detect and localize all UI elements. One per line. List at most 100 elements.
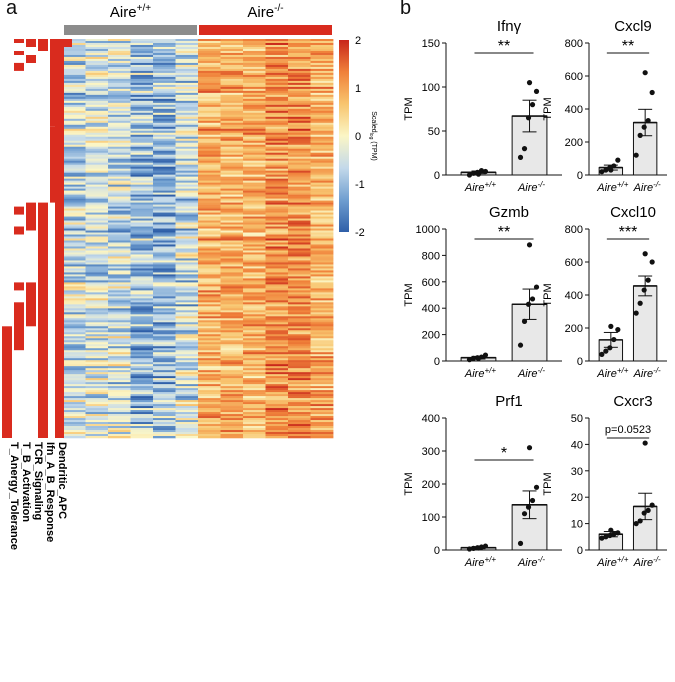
- heatmap-cell: [198, 254, 221, 257]
- heatmap-cell: [108, 236, 131, 239]
- heatmap-cell: [310, 39, 334, 42]
- heatmap-cell: [288, 296, 311, 299]
- heatmap-cell: [85, 410, 109, 413]
- heatmap-cell: [265, 184, 289, 187]
- heatmap-cell: [288, 120, 311, 124]
- heatmap-cell: [175, 70, 199, 74]
- heatmap-cell: [243, 376, 266, 379]
- heatmap-cell: [243, 160, 266, 163]
- heatmap-cell: [63, 412, 86, 415]
- heatmap-cell: [175, 236, 199, 239]
- heatmap-cell: [108, 352, 131, 355]
- heatmap-cell: [63, 436, 86, 439]
- heatmap-cell: [220, 196, 244, 199]
- heatmap-cell: [198, 44, 221, 48]
- heatmap-cell: [243, 156, 266, 159]
- heatmap-cell: [198, 272, 221, 275]
- heatmap-cell: [63, 100, 86, 104]
- heatmap-cell: [153, 142, 176, 146]
- heatmap-cell: [108, 144, 131, 148]
- heatmap-cell: [243, 62, 266, 66]
- data-point: [470, 545, 477, 551]
- heatmap-cell: [243, 222, 266, 225]
- heatmap-cell: [175, 254, 199, 257]
- heatmap-cell: [130, 76, 154, 80]
- heatmap-cell: [130, 138, 154, 142]
- heatmap-cell: [130, 80, 154, 84]
- heatmap-cell: [288, 200, 311, 203]
- heatmap-cell: [153, 326, 176, 329]
- heatmap-cell: [288, 236, 311, 239]
- heatmap-cell: [265, 88, 289, 92]
- heatmap-cell: [310, 98, 334, 102]
- heatmap-cell: [130, 174, 154, 177]
- heatmap-cell: [265, 356, 289, 359]
- heatmap-cell: [243, 400, 266, 403]
- heatmap-cell: [310, 214, 334, 217]
- heatmap-cell: [153, 46, 176, 50]
- heatmap-cell: [175, 402, 199, 405]
- heatmap-cell: [310, 138, 334, 142]
- heatmap-cell: [63, 392, 86, 395]
- heatmap-cell: [243, 56, 266, 60]
- heatmap-cell: [288, 298, 311, 301]
- heatmap-cell: [220, 322, 244, 325]
- heatmap-cell: [243, 194, 266, 197]
- heatmap-cell: [243, 120, 266, 124]
- heatmap-cell: [198, 164, 221, 167]
- heatmap-cell: [63, 130, 86, 134]
- heatmap-cell: [85, 216, 109, 219]
- heatmap-cell: [220, 72, 244, 76]
- heatmap-cell: [288, 62, 311, 66]
- heatmap-cell: [175, 152, 199, 156]
- heatmap-cell: [243, 196, 266, 199]
- heatmap-cell: [175, 284, 199, 287]
- bar-aire-ko: [632, 285, 658, 362]
- heatmap-cell: [220, 52, 244, 56]
- heatmap-cell: [198, 206, 221, 209]
- heatmap-cell: [220, 178, 244, 181]
- heatmap-cell: [63, 60, 86, 64]
- heatmap-cell: [288, 228, 311, 231]
- heatmap-cell: [175, 120, 199, 124]
- heatmap-cell: [243, 314, 266, 317]
- y-tick-label: 0: [434, 545, 440, 557]
- y-tick-label: 40: [571, 439, 583, 451]
- data-point: [645, 507, 651, 513]
- heatmap-cell: [63, 44, 86, 48]
- heatmap-cell: [198, 184, 221, 187]
- heatmap-cell: [220, 324, 244, 327]
- heatmap-cell: [243, 96, 266, 100]
- heatmap-cell: [153, 50, 176, 54]
- heatmap-cell: [175, 370, 199, 373]
- heatmap-cell: [153, 68, 176, 72]
- heatmap-cell: [63, 114, 86, 118]
- heatmap-cell: [175, 184, 199, 187]
- heatmap-cell: [243, 320, 266, 323]
- heatmap-cell: [153, 160, 176, 163]
- heatmap-cell: [220, 276, 244, 279]
- y-tick-label: 400: [422, 303, 440, 315]
- heatmap-cell: [108, 414, 131, 417]
- heatmap-cell: [175, 338, 199, 341]
- heatmap-cell: [198, 106, 221, 110]
- heatmap-cell: [243, 432, 266, 435]
- bar-aire-ko: [632, 505, 658, 551]
- heatmap-cell: [220, 94, 244, 98]
- heatmap-cell: [288, 138, 311, 142]
- heatmap-cell: [108, 60, 131, 64]
- heatmap-cell: [310, 204, 334, 207]
- heatmap-cell: [220, 386, 244, 389]
- heatmap-cell: [85, 276, 109, 279]
- heatmap-cell: [220, 396, 244, 399]
- heatmap-cell: [63, 372, 86, 375]
- heatmap-cell: [198, 346, 221, 349]
- x-tick-label: Aire+/+: [596, 366, 628, 380]
- heatmap-cell: [108, 54, 131, 58]
- heatmap-cell: [288, 122, 311, 126]
- heatmap-cell: [243, 274, 266, 277]
- heatmap-cell: [220, 92, 244, 96]
- heatmap-cell: [198, 302, 221, 305]
- heatmap-cell: [130, 386, 154, 389]
- heatmap-cell: [175, 138, 199, 142]
